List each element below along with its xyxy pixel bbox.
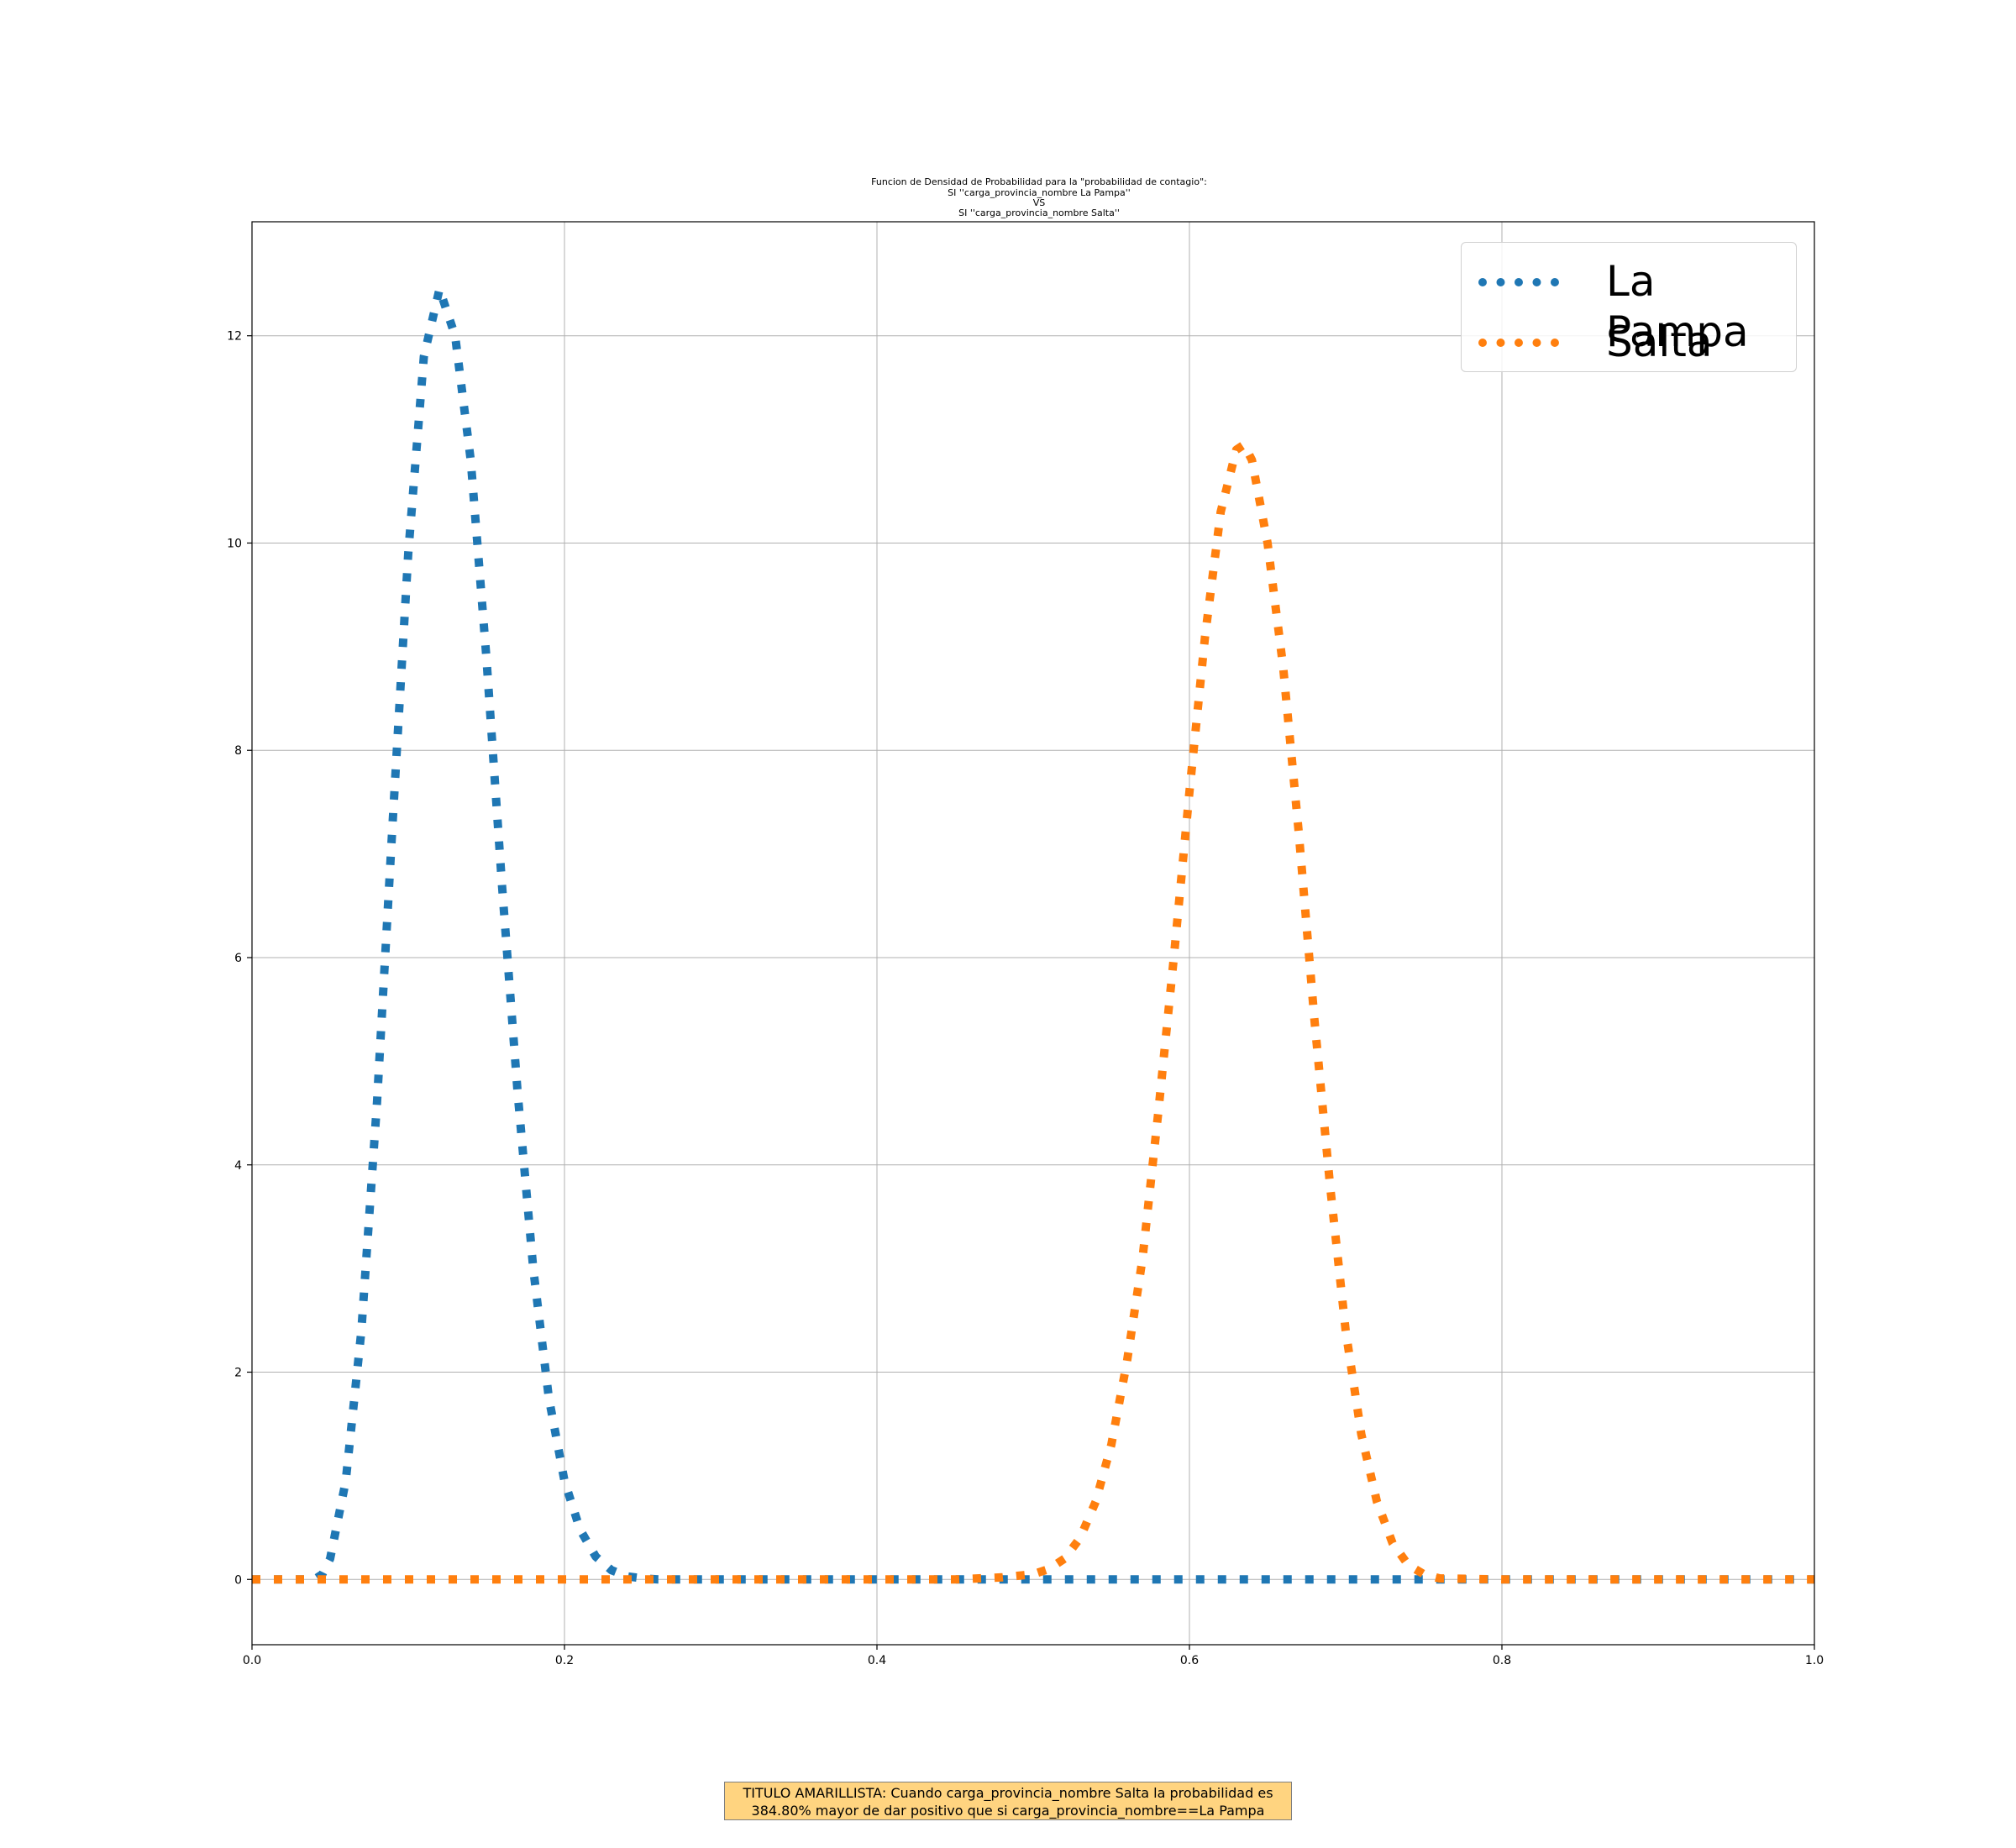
- y-tick-label: 0: [234, 1573, 242, 1587]
- legend-entry-salta: Salta: [1478, 317, 1789, 367]
- y-tick-label: 6: [234, 952, 242, 965]
- x-tick-label: 0.6: [1180, 1654, 1199, 1667]
- series-lines: [252, 285, 1814, 1584]
- series-line-salta: [252, 440, 1814, 1584]
- x-tick-label: 1.0: [1805, 1654, 1824, 1667]
- chart-title-line-3: VS: [1032, 197, 1046, 208]
- y-tick-label: 8: [234, 744, 242, 758]
- chart-title-line-4: SI ''carga_provincia_nombre Salta'': [958, 207, 1120, 218]
- x-tick-label: 0.8: [1493, 1654, 1511, 1667]
- series-line-la-pampa: [252, 285, 1814, 1584]
- y-tick-label: 12: [227, 330, 242, 344]
- legend: La Pampa Salta: [1461, 242, 1797, 372]
- legend-label-salta: Salta: [1606, 318, 1713, 366]
- x-tick-label: 0.2: [555, 1654, 574, 1667]
- grid-lines: [251, 222, 1815, 1645]
- footnote-line-1: TITULO AMARILLISTA: Cuando carga_provinc…: [743, 1785, 1273, 1801]
- x-tick-label: 0.0: [243, 1654, 261, 1667]
- y-tick-label: 10: [227, 537, 242, 550]
- y-tick-label: 4: [234, 1159, 242, 1173]
- footnote-box: TITULO AMARILLISTA: Cuando carga_provinc…: [724, 1782, 1292, 1820]
- footnote-line-2: 384.80% mayor de dar positivo que si car…: [751, 1803, 1265, 1819]
- legend-swatch-salta: [1478, 339, 1559, 347]
- x-tick-label: 0.4: [868, 1654, 886, 1667]
- legend-entry-la-pampa: La Pampa: [1478, 256, 1789, 356]
- plot-frame: [251, 221, 1815, 1646]
- legend-swatch-la-pampa: [1478, 278, 1559, 286]
- axis-ticks: 0.0 0.2 0.4 0.6 0.8 1.0 0 2 4 6 8 10 12: [227, 330, 1824, 1667]
- chart-title-line-2: SI ''carga_provincia_nombre La Pampa'': [948, 187, 1131, 198]
- y-tick-label: 2: [234, 1367, 242, 1380]
- chart-title-line-1: Funcion de Densidad de Probabilidad para…: [871, 176, 1207, 187]
- legend-label-la-pampa: La Pampa: [1606, 257, 1749, 356]
